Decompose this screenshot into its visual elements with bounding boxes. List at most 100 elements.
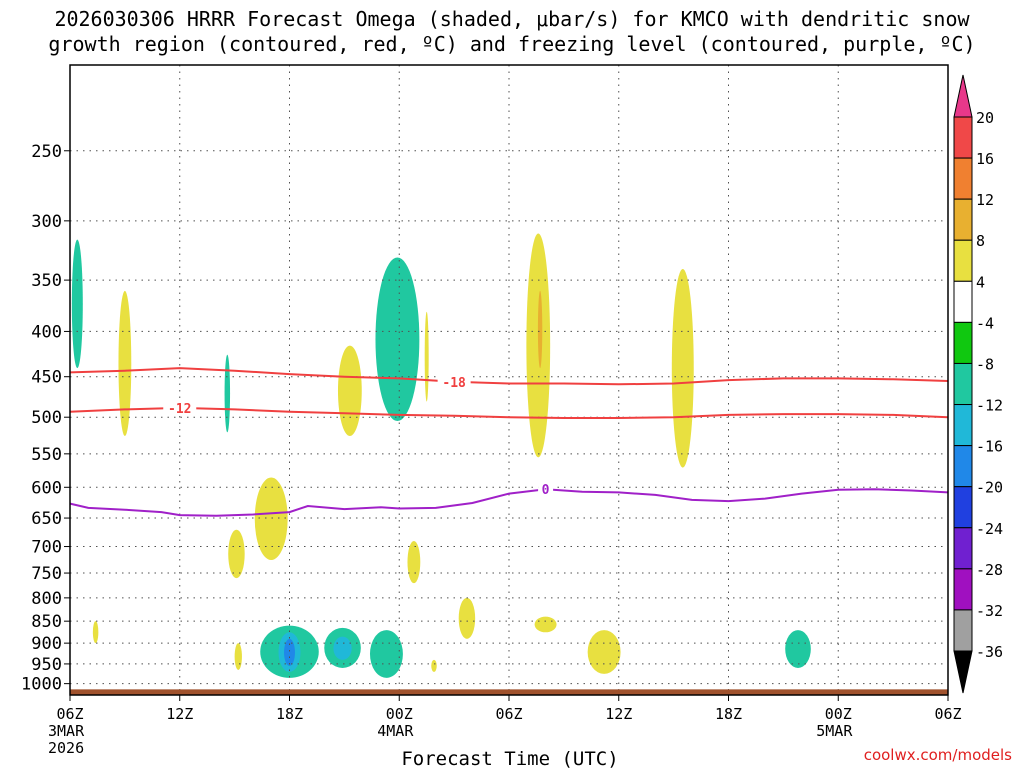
omega-feature-20: [284, 638, 295, 666]
omega-feature-12: [458, 597, 476, 639]
x-tick-date-0: 3MAR: [48, 722, 85, 740]
omega-feature-23: [369, 630, 403, 678]
omega-feature-24: [785, 630, 811, 668]
colorbar-bin--28--24: [953, 527, 973, 570]
colorbar-label-4: 4: [976, 273, 985, 291]
colorbar-label--32: -32: [976, 602, 1003, 620]
contour-label-bg: [538, 481, 554, 498]
colorbar-label--20: -20: [976, 479, 1003, 497]
y-axis: 2503003504004505005506006507007508008509…: [21, 142, 70, 695]
colorbar-label-8: 8: [976, 232, 985, 250]
contour-label-0: 0: [542, 483, 550, 498]
y-tick-label-500: 500: [31, 408, 62, 428]
contour-line--12: [69, 406, 949, 419]
omega-feature-3: [337, 345, 362, 436]
omega-feature-14: [92, 621, 99, 644]
omega-feature-8: [671, 268, 694, 468]
colorbar-label--4: -4: [976, 314, 994, 332]
colorbar: 20 16 12 8 4 -4 -8 -12 -16 -20 -24 -28 -32 -36: [953, 74, 1003, 694]
colorbar-label--12: -12: [976, 397, 1003, 415]
colorbar-bin--4-4: [953, 280, 973, 323]
x-tick-label-42: 00Z: [825, 705, 852, 723]
x-tick-label-0: 06Z: [56, 705, 83, 723]
colorbar-arrow-top: [953, 74, 973, 118]
contour-label--18: -18: [442, 376, 466, 391]
omega-feature-16: [234, 643, 242, 670]
y-tick-label-750: 750: [31, 564, 62, 584]
x-tick-label-12: 18Z: [276, 705, 303, 723]
plot-frame: [69, 64, 949, 696]
y-tick-label-600: 600: [31, 478, 62, 498]
colorbar-label--16: -16: [976, 438, 1003, 456]
x-tick-year-0: 2026: [48, 739, 84, 757]
x-tick-label-36: 18Z: [715, 705, 742, 723]
colorbar-bin--16--12: [953, 404, 973, 447]
omega-feature-0: [71, 239, 83, 369]
omega-feature-1: [118, 290, 132, 436]
contour-line-0: [69, 488, 949, 517]
y-tick-label-700: 700: [31, 538, 62, 558]
contour-label-bg: [437, 373, 471, 390]
colorbar-bin--20--16: [953, 445, 973, 488]
y-tick-label-350: 350: [31, 271, 62, 291]
omega-feature-10: [228, 529, 245, 579]
y-tick-label-250: 250: [31, 142, 62, 162]
omega-feature-2: [224, 354, 231, 433]
colorbar-bin-4-8: [953, 239, 973, 282]
colorbar-label--24: -24: [976, 520, 1003, 538]
chart-title-line-2: growth region (contoured, red, ºC) and f…: [48, 32, 976, 56]
colorbar-bin--8--4: [953, 321, 973, 364]
y-tick-label-450: 450: [31, 368, 62, 388]
colorbar-bin--36--32: [953, 609, 973, 652]
y-tick-label-550: 550: [31, 445, 62, 465]
colorbar-label--36: -36: [976, 643, 1003, 661]
omega-feature-15: [587, 630, 621, 674]
colorbar-bin--24--20: [953, 486, 973, 529]
colorbar-bin-16-20: [953, 116, 973, 159]
x-tick-label-48: 06Z: [934, 705, 961, 723]
contour-layer: -18-18-18-12-12-1200: [0, 0, 949, 517]
colorbar-label-20: 20: [976, 109, 994, 127]
y-tick-label-950: 950: [31, 655, 62, 675]
colorbar-label-12: 12: [976, 191, 994, 209]
y-tick-label-650: 650: [31, 509, 62, 529]
contour-label-bg: [0, 0, 15, 16]
y-tick-label-400: 400: [31, 322, 62, 342]
colorbar-bin--32--28: [953, 568, 973, 611]
omega-feature-17: [431, 659, 437, 672]
omega-feature-13: [534, 616, 557, 633]
chart-title-line-1: 2026030306 HRRR Forecast Omega (shaded, …: [54, 7, 970, 31]
contour-line--18: [69, 367, 949, 386]
x-tick-date-42: 5MAR: [816, 722, 853, 740]
colorbar-label--28: -28: [976, 561, 1003, 579]
omega-feature-5: [424, 311, 429, 402]
y-tick-label-800: 800: [31, 589, 62, 609]
colorbar-label-16: 16: [976, 150, 994, 168]
omega-shading-layer: [71, 233, 811, 678]
colorbar-arrow-bottom: [953, 650, 973, 694]
omega-feature-7: [537, 290, 543, 369]
x-tick-label-18: 00Z: [386, 705, 413, 723]
credit-link[interactable]: coolwx.com/models: [863, 746, 1012, 764]
y-tick-label-1000: 1000: [21, 675, 62, 695]
x-axis-label: Forecast Time (UTC): [401, 748, 618, 768]
colorbar-bin-12-16: [953, 157, 973, 200]
colorbar-bin--12--8: [953, 362, 973, 406]
y-tick-label-300: 300: [31, 212, 62, 232]
y-tick-label-850: 850: [31, 612, 62, 632]
x-tick-label-24: 06Z: [495, 705, 522, 723]
y-tick-label-900: 900: [31, 634, 62, 654]
colorbar-bin-8-12: [953, 198, 973, 241]
omega-feature-11: [407, 541, 421, 584]
omega-feature-22: [333, 636, 352, 660]
ground-surface: [70, 689, 948, 695]
omega-feature-4: [375, 257, 420, 422]
gridlines: [70, 65, 948, 695]
x-tick-date-18: 4MAR: [377, 722, 414, 740]
x-tick-label-30: 12Z: [605, 705, 632, 723]
x-tick-label-6: 12Z: [166, 705, 193, 723]
omega-feature-9: [254, 477, 288, 561]
contour-label-0: 0: [0, 0, 4, 4]
